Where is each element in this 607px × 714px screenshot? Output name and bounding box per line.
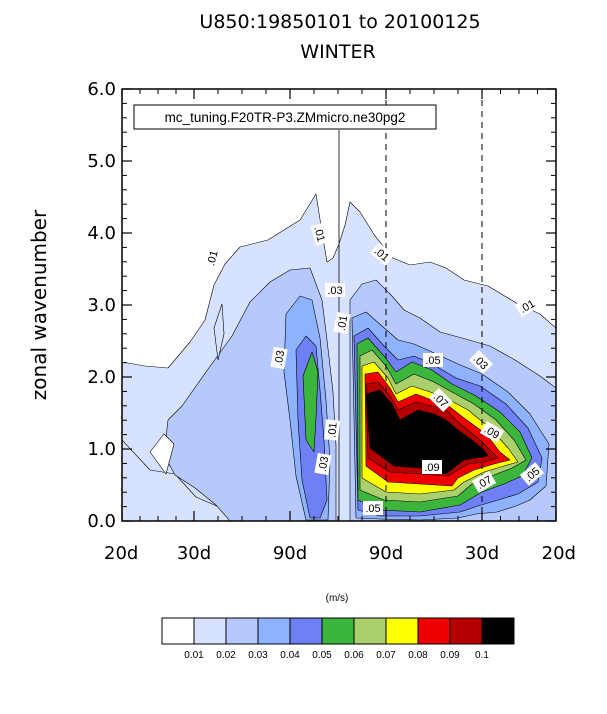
colorbar: 0.01 0.02 0.03 0.04 0.05 0.06 0.07 0.08 0.09 0.1	[161, 617, 515, 661]
x-tick-label: 30d	[465, 543, 499, 564]
contour-label: .05	[423, 353, 443, 367]
contour-label-text: .05	[425, 355, 440, 367]
contour-fill-band	[213, 303, 225, 361]
x-tick-label: 90d	[369, 543, 403, 564]
contour-label-bg	[333, 311, 351, 335]
y-tick-label: 5.0	[87, 151, 116, 172]
colorbar-swatch	[481, 617, 515, 645]
colorbar-swatch	[289, 617, 323, 645]
contour-label: .09	[422, 460, 442, 474]
contour-label-text: .03	[327, 285, 342, 297]
colorbar-label: 0.05	[312, 650, 332, 661]
contour-label-bg	[422, 460, 442, 474]
x-tick-label: 90d	[273, 543, 307, 564]
colorbar-label: 0.07	[376, 650, 396, 661]
contour-label-bg	[324, 419, 340, 441]
colorbar-label: 0.09	[440, 650, 460, 661]
contour-label-text: .03	[317, 456, 331, 473]
chart-title: U850:19850101 to 20100125	[199, 11, 480, 33]
colorbar-label: 0.03	[248, 650, 268, 661]
x-tick-label: 20d	[104, 543, 138, 564]
contour-label: .03	[270, 346, 288, 370]
contour-fill-band	[365, 389, 489, 475]
contour-label-text: .01	[336, 315, 350, 332]
contour-label-bg	[325, 283, 345, 297]
contour-label: .03	[325, 283, 345, 297]
y-tick-label: 3.0	[87, 295, 116, 316]
colorbar-swatch	[257, 617, 291, 645]
colorbar-label: 0.1	[475, 650, 489, 661]
contour-label-bg	[314, 452, 332, 476]
colorbar-label: 0.06	[344, 650, 364, 661]
colorbar-swatch	[321, 617, 355, 645]
contour-label-bg	[310, 222, 330, 246]
contour-label-text: .05	[365, 503, 380, 515]
colorbar-swatch	[225, 617, 259, 645]
contour-label: .05	[363, 501, 383, 515]
y-tick-label: 1.0	[87, 439, 116, 460]
contour-label: .01	[324, 419, 340, 441]
x-tick-label: 30d	[177, 543, 211, 564]
y-tick-label: 2.0	[87, 367, 116, 388]
contour-label-bg	[363, 501, 383, 515]
contour-label-bg	[423, 353, 443, 367]
contour-label: .01	[333, 311, 351, 335]
contour-label-bg	[428, 387, 454, 413]
colorbar-swatch	[449, 617, 483, 645]
contour-label-bg	[514, 294, 540, 318]
y-tick-label: 4.0	[87, 223, 116, 244]
contour-label-bg	[519, 462, 545, 486]
contour-label-bg	[369, 242, 395, 266]
colorbar-swatch	[385, 617, 419, 645]
contour-label-text: .01	[205, 249, 221, 267]
contour-label-bg	[471, 470, 497, 494]
contour-label-text: .01	[326, 422, 339, 438]
contour-label-text: .09	[424, 462, 439, 474]
colorbar-swatch	[353, 617, 387, 645]
contour-label: .01	[310, 222, 330, 246]
units-label: (m/s)	[326, 593, 349, 604]
chart-subtitle: WINTER	[300, 41, 375, 63]
colorbar-swatch	[417, 617, 451, 645]
y-tick-label: 0.0	[87, 511, 116, 532]
contour-label-bg	[479, 420, 505, 444]
contour-label-bg	[270, 346, 288, 370]
contour-label-text: .03	[273, 350, 287, 367]
y-tick-label: 6.0	[87, 79, 116, 100]
contour-fill-band	[149, 433, 175, 475]
contour-fill-band	[302, 351, 319, 453]
colorbar-swatch	[193, 617, 227, 645]
contour-label-bg	[468, 349, 494, 375]
axes: 0.0 1.0 2.0 3.0 4.0 5.0 6.0 20d 30d 90d 90d 30d 20d	[87, 79, 576, 564]
contour-label: .01	[202, 246, 222, 270]
colorbar-label: 0.08	[408, 650, 428, 661]
x-tick-label: 20d	[542, 543, 576, 564]
legend-box-text: mc_tuning.F20TR-P3.ZMmicro.ne30pg2	[165, 110, 406, 125]
contour-label: .03	[314, 452, 332, 476]
legend-box	[133, 104, 437, 130]
y-axis-label: zonal wavenumber	[27, 209, 51, 400]
contour-label-text: .01	[311, 225, 327, 243]
colorbar-label: 0.04	[280, 650, 300, 661]
colorbar-swatch	[161, 617, 195, 645]
contour-label-bg	[202, 246, 222, 270]
colorbar-label: 0.01	[184, 650, 204, 661]
colorbar-label: 0.02	[216, 650, 236, 661]
